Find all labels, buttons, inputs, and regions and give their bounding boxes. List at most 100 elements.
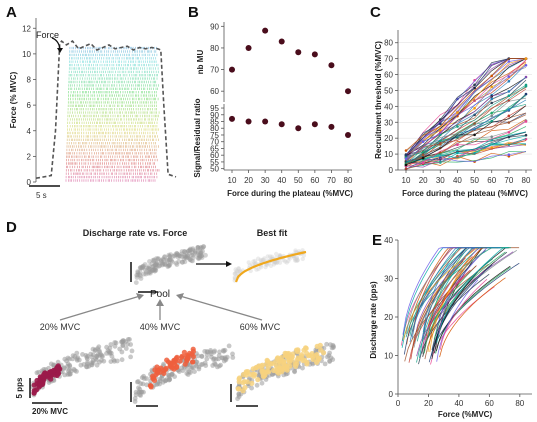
fit-background-point bbox=[293, 248, 298, 253]
fit-background-point bbox=[232, 271, 237, 276]
pool-point bbox=[173, 260, 179, 266]
pool-point bbox=[135, 270, 141, 276]
recruitment-series-line bbox=[405, 58, 527, 155]
pool-point bbox=[195, 245, 201, 250]
pool-point-20 bbox=[72, 354, 78, 359]
pool-point bbox=[197, 252, 203, 258]
pool-point bbox=[174, 262, 180, 267]
discharge-curve bbox=[436, 247, 509, 343]
signal-residual-point bbox=[262, 118, 269, 125]
pool-point bbox=[152, 262, 158, 267]
signal-residual-point bbox=[278, 121, 285, 128]
pool-point bbox=[150, 268, 155, 273]
pool-point bbox=[182, 259, 188, 265]
pool-point-60 bbox=[322, 361, 328, 367]
c-y-label: Recruitment threshold (%MVC) bbox=[374, 41, 383, 159]
condition-point-60 bbox=[240, 388, 246, 394]
pool-point-20 bbox=[97, 353, 103, 358]
recruitment-series-line bbox=[405, 121, 527, 165]
fit-background-point bbox=[294, 256, 299, 261]
a-y-tick-label: 4 bbox=[27, 127, 32, 136]
pool-point-40 bbox=[133, 392, 139, 398]
discharge-curve bbox=[429, 256, 471, 352]
pool-point bbox=[140, 264, 145, 270]
condition-point-60 bbox=[302, 357, 308, 363]
discharge-curve bbox=[423, 265, 477, 354]
b-x-tick-label: 80 bbox=[344, 176, 353, 185]
arrow-20-to-pool bbox=[59, 295, 141, 321]
pool-point bbox=[195, 245, 201, 251]
b-bottom-y-tick-label: 60 bbox=[210, 151, 219, 160]
pool-point bbox=[137, 272, 143, 278]
condition-point-20 bbox=[55, 367, 62, 373]
discharge-curve bbox=[403, 247, 473, 355]
e-y-tick-label: 40 bbox=[384, 236, 393, 245]
pool-point-20 bbox=[120, 343, 126, 349]
pool-point bbox=[193, 249, 199, 255]
c-x-tick-label: 70 bbox=[504, 176, 513, 185]
pool-point-60 bbox=[327, 350, 332, 356]
pool-point bbox=[160, 256, 166, 262]
pool-point-60 bbox=[235, 396, 241, 402]
recruitment-series-line bbox=[405, 58, 527, 160]
fit-background-point bbox=[277, 260, 283, 265]
fit-background-point bbox=[267, 254, 273, 259]
fit-background-point bbox=[254, 267, 259, 272]
fit-background-point bbox=[256, 266, 261, 272]
pool-point bbox=[151, 257, 157, 263]
pool-point bbox=[167, 263, 172, 268]
pool-point bbox=[149, 261, 155, 267]
condition-point-40 bbox=[173, 355, 179, 361]
motor-unit-spike-train bbox=[67, 104, 157, 107]
recruitment-series-line bbox=[405, 126, 527, 164]
b-bottom-y-tick-label: 90 bbox=[210, 111, 219, 120]
pool-point bbox=[198, 244, 204, 250]
motor-unit-raster bbox=[65, 46, 160, 182]
fit-background-point bbox=[300, 256, 305, 262]
pool-point bbox=[151, 263, 157, 269]
pool-point-40 bbox=[226, 343, 232, 349]
fit-background-point bbox=[268, 263, 274, 268]
fit-background-point bbox=[258, 257, 263, 263]
pool-point bbox=[144, 265, 150, 271]
fit-background-point bbox=[261, 257, 266, 262]
panel-label-e: E bbox=[372, 232, 382, 249]
pool-point bbox=[170, 254, 176, 259]
condition-point-40 bbox=[148, 383, 154, 389]
condition-point-60 bbox=[292, 361, 298, 367]
recruitment-series-line bbox=[405, 65, 527, 160]
panel-a-force-trace: 0 2 4 6 8 10 12 Force (% MVC) Force 5 s bbox=[9, 18, 177, 200]
condition-point-60 bbox=[288, 357, 294, 363]
fit-background-point bbox=[262, 256, 267, 261]
signal-residual-point bbox=[311, 121, 318, 128]
pool-point bbox=[156, 256, 161, 262]
fit-background-point bbox=[258, 265, 264, 270]
pool-point bbox=[140, 265, 145, 271]
pool-point-40 bbox=[222, 347, 228, 353]
pool-point bbox=[150, 264, 156, 269]
pool-label: Pool bbox=[150, 289, 170, 300]
pool-point bbox=[155, 256, 161, 262]
motor-unit-spike-train bbox=[69, 60, 157, 63]
pool-point bbox=[156, 263, 162, 269]
pool-point bbox=[159, 262, 165, 268]
c-x-tick-label: 20 bbox=[419, 176, 428, 185]
pool-point bbox=[182, 254, 188, 260]
fit-background-point bbox=[263, 264, 268, 270]
signal-residual-point bbox=[345, 131, 351, 138]
c-y-tick-label: 40 bbox=[384, 102, 393, 111]
pool-point bbox=[185, 254, 191, 259]
pool-point bbox=[183, 250, 189, 255]
pool-point bbox=[143, 269, 149, 275]
motor-unit-spike-train bbox=[66, 158, 158, 162]
fit-background-point bbox=[272, 260, 277, 265]
condition-point-60 bbox=[274, 368, 280, 374]
recruitment-series-line bbox=[405, 58, 526, 157]
motor-unit-spike-train bbox=[66, 142, 156, 145]
a-y-tick-label: 12 bbox=[22, 24, 31, 33]
scalebar-x-label: 20% MVC bbox=[32, 407, 68, 416]
condition-point-40 bbox=[154, 364, 160, 370]
